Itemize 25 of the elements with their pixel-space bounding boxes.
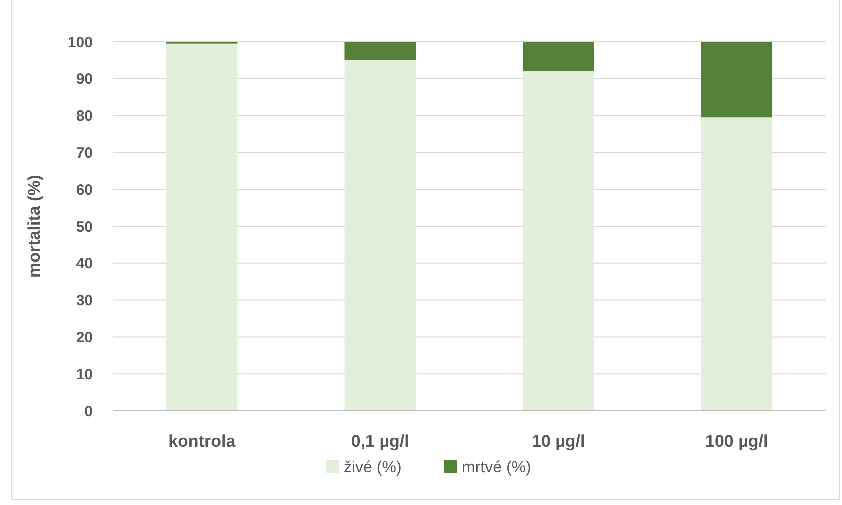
x-tick-label: 0,1 µg/l: [351, 432, 410, 451]
x-tick-label: 10 µg/l: [532, 432, 586, 451]
y-tick-label: 80: [76, 108, 93, 126]
y-tick-label: 90: [76, 71, 93, 88]
y-tick-label: 50: [76, 218, 93, 236]
y-axis-title: mortalita (%): [25, 175, 44, 278]
bar: [701, 42, 773, 118]
y-tick-label: 70: [76, 144, 93, 162]
y-tick-label: 10: [76, 366, 93, 384]
bar: [344, 42, 416, 60]
legend-label: mrtvé (%): [462, 460, 532, 477]
y-tick-label: 0: [84, 403, 93, 420]
bar: [344, 60, 416, 411]
x-tick-label: kontrola: [168, 432, 236, 451]
y-tick-label: 30: [76, 292, 93, 310]
x-tick-label: 100 µg/l: [706, 432, 768, 451]
legend-label: živé (%): [344, 460, 402, 477]
bar: [522, 72, 594, 411]
y-tick-label: 60: [76, 182, 93, 199]
y-tick-label: 40: [76, 256, 93, 273]
bar: [701, 118, 773, 411]
y-tick-label: 100: [68, 34, 93, 52]
bar: [166, 44, 238, 411]
bar: [522, 42, 594, 72]
y-tick-label: 20: [76, 329, 93, 346]
